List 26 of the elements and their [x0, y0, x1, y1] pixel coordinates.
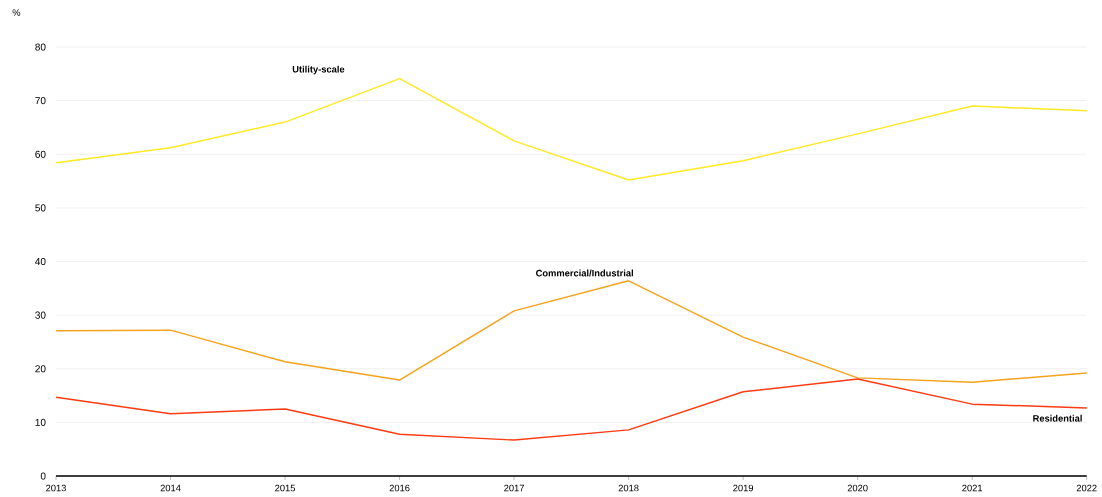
x-tick-label: 2018	[618, 484, 639, 492]
y-axis-title: %	[12, 9, 21, 16]
y-tick-label: 40	[35, 257, 46, 266]
x-tick-label: 2016	[389, 484, 410, 492]
y-tick-label: 50	[35, 204, 46, 212]
line-series	[55, 280, 1088, 383]
text: Utility-scale	[292, 65, 345, 75]
x-tick-label: 2020	[847, 484, 868, 492]
line-series	[55, 378, 1088, 441]
y-tick-label: 20	[35, 365, 46, 373]
y-tick-label: 30	[35, 311, 46, 319]
series-label: Residential	[1033, 414, 1082, 422]
line-series	[55, 77, 1088, 181]
x-tick-label: 2015	[275, 484, 296, 492]
x-tick-label: 2013	[46, 484, 66, 492]
y-tick-label: 80	[35, 43, 46, 51]
y-tick-label: 0	[40, 472, 46, 480]
y-tick-label: 70	[35, 97, 46, 105]
series-label: Commercial/Industrial	[536, 269, 633, 277]
x-tick-label: 2017	[504, 484, 524, 492]
x-tick-label: 2014	[160, 484, 181, 492]
x-tick-label: 2021	[962, 484, 983, 492]
x-tick-label: 2019	[733, 484, 754, 492]
y-tick-label: 60	[35, 150, 46, 158]
x-tick-label: 2022	[1076, 484, 1097, 492]
y-tick-label: 10	[35, 418, 46, 426]
